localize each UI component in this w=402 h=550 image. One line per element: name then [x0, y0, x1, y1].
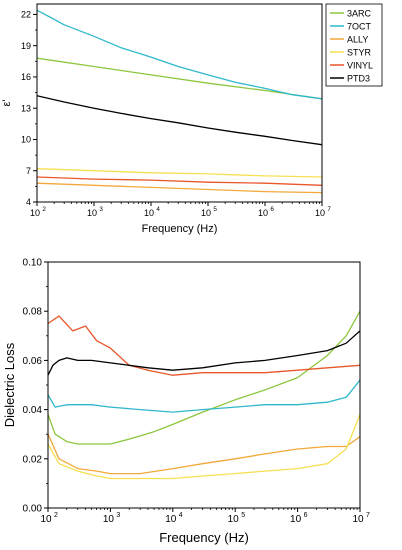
- bottom-x-tick-exponent: 7: [366, 512, 370, 519]
- top-legend-label-ally: ALLY: [347, 35, 368, 45]
- bottom-x-tick-label: 10: [40, 514, 52, 525]
- bottom-x-tick-label: 10: [290, 514, 302, 525]
- top-legend-label-vinyl: VINYL: [347, 61, 373, 71]
- bottom-x-tick-exponent: 4: [179, 512, 183, 519]
- top-series-line-3arc: [37, 57, 322, 100]
- top-y-tick-label: 13: [21, 103, 31, 113]
- top-x-tick-exponent: 6: [270, 206, 274, 213]
- bottom-series-line-series-3: [48, 433, 360, 475]
- bottom-x-tick-label: 10: [352, 514, 364, 525]
- bottom-series-line-series-2: [48, 379, 360, 413]
- bottom-series-line-series-5: [48, 315, 360, 376]
- top-x-tick-exponent: 5: [213, 206, 217, 213]
- top-x-tick-label: 10: [87, 208, 97, 218]
- bottom-y-tick-label: 0.00: [23, 504, 43, 515]
- bottom-y-tick-label: 0.08: [23, 307, 43, 318]
- top-legend-label-3arc: 3ARC: [347, 9, 372, 19]
- top-series-line-ally: [37, 182, 322, 194]
- top-x-tick-label: 10: [201, 208, 211, 218]
- top-series-line-styr: [37, 168, 322, 178]
- top-x-tick-exponent: 3: [99, 206, 103, 213]
- top-x-tick-exponent: 4: [156, 206, 160, 213]
- top-x-tick-exponent: 7: [327, 206, 331, 213]
- top-series-line-7oct: [37, 9, 322, 100]
- top-x-tick-label: 10: [315, 208, 325, 218]
- top-legend-label-ptd3: PTD3: [347, 74, 370, 84]
- bottom-series-line-series-4: [48, 414, 360, 480]
- top-y-tick-label: 7: [26, 166, 31, 176]
- bottom-x-tick-label: 10: [165, 514, 177, 525]
- bottom-series-line-series-6: [48, 330, 360, 376]
- bottom-y-tick-label: 0.06: [23, 356, 43, 367]
- top-series-group: [37, 9, 322, 194]
- top-legend-label-7oct: 7OCT: [347, 22, 372, 32]
- top-plot-frame: [36, 3, 323, 203]
- top-x-axis-label: Frequency (Hz): [142, 223, 218, 235]
- bottom-x-tick-exponent: 6: [304, 512, 308, 519]
- top-y-tick-label: 10: [21, 135, 31, 145]
- top-y-tick-label: 4: [26, 197, 31, 207]
- top-x-tick-label: 10: [30, 208, 40, 218]
- top-x-tick-label: 10: [258, 208, 268, 218]
- top-y-axis-label: ε': [1, 99, 13, 106]
- bottom-x-tick-label: 10: [228, 514, 240, 525]
- top-permittivity-chart: 10 2 10 3 10 4 10 5 10 6 10 7471013161922Frequency …: [1, 3, 383, 235]
- bottom-dielectric-loss-chart: 10 2 10 3 10 4 10 5 10 6 10 70.000.020.040.060.080.…: [2, 258, 370, 546]
- top-y-tick-label: 16: [21, 72, 31, 82]
- bottom-y-tick-label: 0.04: [23, 405, 43, 416]
- bottom-x-tick-exponent: 5: [241, 512, 245, 519]
- bottom-y-axis-label: Dielectric Loss: [2, 342, 17, 427]
- top-legend-label-styr: STYR: [347, 48, 372, 58]
- bottom-x-tick-label: 10: [103, 514, 115, 525]
- bottom-x-axis-label: Frequency (Hz): [159, 530, 249, 545]
- top-x-tick-exponent: 2: [42, 206, 46, 213]
- top-y-tick-label: 19: [21, 41, 31, 51]
- bottom-series-group: [48, 310, 360, 480]
- top-x-tick-label: 10: [144, 208, 154, 218]
- top-y-tick-label: 22: [21, 10, 31, 20]
- bottom-x-tick-exponent: 2: [54, 512, 58, 519]
- top-series-line-vinyl: [37, 176, 322, 186]
- bottom-y-tick-label: 0.02: [23, 454, 43, 465]
- bottom-y-tick-label: 0.10: [23, 258, 43, 269]
- top-legend-box: [325, 3, 383, 87]
- bottom-x-tick-exponent: 3: [116, 512, 120, 519]
- top-series-line-ptd3: [37, 95, 322, 146]
- bottom-series-line-series-1: [48, 310, 360, 445]
